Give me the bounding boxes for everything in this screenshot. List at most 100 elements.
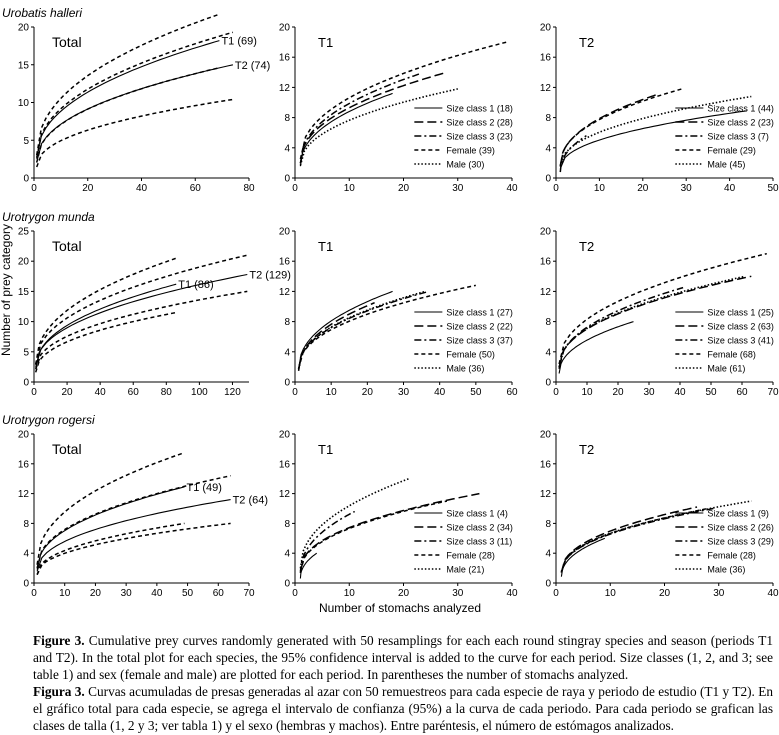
y-tick-label: 15 xyxy=(18,287,30,298)
x-axis-label: Number of stomachs analyzed xyxy=(319,601,481,615)
y-tick-label: 5 xyxy=(23,136,29,147)
x-tick-label: 50 xyxy=(705,387,717,398)
y-tick-label: 15 xyxy=(18,60,30,71)
panel-title: T1 xyxy=(318,442,333,457)
series-line xyxy=(34,254,248,365)
series-line xyxy=(560,500,752,572)
legend-entry: Male (36) xyxy=(707,565,745,575)
series-line xyxy=(299,73,421,164)
legend-entry: Size class 3 (29) xyxy=(707,537,774,547)
y-tick-label: 16 xyxy=(540,257,552,268)
x-tick-label: 40 xyxy=(767,588,779,599)
series-line xyxy=(299,71,448,164)
legend-entry: Female (29) xyxy=(707,146,756,156)
x-tick-label: 120 xyxy=(224,387,241,398)
x-tick-label: 30 xyxy=(643,387,655,398)
caption-spanish: Figura 3. Curvas acumuladas de presas ge… xyxy=(33,683,773,734)
y-tick-label: 20 xyxy=(540,227,552,238)
legend-entry: Size class 1 (27) xyxy=(446,308,513,318)
y-tick-label: 12 xyxy=(279,489,291,500)
y-tick-label: 25 xyxy=(18,227,30,238)
y-tick-label: 16 xyxy=(540,53,552,64)
y-tick-label: 16 xyxy=(279,459,291,470)
x-tick-label: 20 xyxy=(82,183,94,194)
curve-label: T2 (64) xyxy=(233,495,268,507)
species-name: Urobatis halleri xyxy=(2,6,82,20)
x-tick-label: 40 xyxy=(724,183,736,194)
y-tick-label: 0 xyxy=(284,378,290,389)
y-tick-label: 12 xyxy=(18,489,30,500)
y-tick-label: 0 xyxy=(284,174,290,185)
panel-title: T2 xyxy=(579,442,594,457)
x-tick-label: 0 xyxy=(553,387,559,398)
y-tick-label: 12 xyxy=(279,287,291,298)
series-line xyxy=(35,273,248,368)
x-tick-label: 0 xyxy=(553,588,559,599)
curve-label: T1 (49) xyxy=(187,482,222,494)
x-tick-label: 60 xyxy=(213,588,225,599)
series-line xyxy=(36,486,185,570)
legend-entry: Male (36) xyxy=(446,364,484,374)
series-line xyxy=(36,451,185,565)
curve-label: T2 (74) xyxy=(235,60,270,72)
legend-entry: Size class 1 (44) xyxy=(707,104,774,114)
legend-entry: Size class 3 (37) xyxy=(446,336,513,346)
x-tick-label: 20 xyxy=(637,183,649,194)
x-tick-label: 70 xyxy=(243,588,255,599)
series-line xyxy=(35,283,177,369)
x-tick-label: 0 xyxy=(31,183,37,194)
y-tick-label: 4 xyxy=(545,347,551,358)
panel-title: Total xyxy=(52,441,82,457)
y-tick-label: 10 xyxy=(18,317,30,328)
curve-label: T2 (129) xyxy=(249,269,291,281)
series-line xyxy=(35,67,220,163)
x-tick-label: 50 xyxy=(470,387,482,398)
x-tick-label: 70 xyxy=(767,387,779,398)
x-tick-label: 10 xyxy=(326,387,338,398)
legend-entry: Female (50) xyxy=(446,350,495,360)
x-tick-label: 10 xyxy=(59,588,71,599)
legend-entry: Size class 3 (11) xyxy=(446,537,512,547)
y-tick-label: 8 xyxy=(545,317,551,328)
y-tick-label: 8 xyxy=(545,113,551,124)
panel-title: Total xyxy=(52,34,82,50)
legend-entry: Female (68) xyxy=(707,350,756,360)
y-tick-label: 8 xyxy=(23,519,29,530)
y-tick-label: 16 xyxy=(279,53,291,64)
legend-entry: Size class 1 (4) xyxy=(446,509,508,519)
y-tick-label: 16 xyxy=(540,459,552,470)
x-tick-label: 80 xyxy=(161,387,173,398)
series-line xyxy=(558,286,684,369)
series-line xyxy=(298,290,393,370)
y-tick-label: 8 xyxy=(284,519,290,530)
series-line xyxy=(297,290,426,370)
panel-title: Total xyxy=(52,238,82,254)
x-tick-label: 20 xyxy=(62,387,74,398)
x-tick-label: 20 xyxy=(398,588,410,599)
x-tick-label: 40 xyxy=(95,387,107,398)
x-tick-label: 50 xyxy=(767,183,779,194)
y-tick-label: 4 xyxy=(284,347,290,358)
series-line xyxy=(35,13,220,156)
series-line xyxy=(297,284,476,369)
y-tick-label: 20 xyxy=(540,430,552,441)
y-tick-label: 5 xyxy=(23,347,29,358)
chart-panel-7: 0 4 8 12 16 20 0 10 20 30 40 50 60 70 Urotrygon rogers… xyxy=(2,413,268,599)
series-line xyxy=(559,88,683,166)
x-tick-label: 20 xyxy=(612,387,624,398)
x-tick-label: 40 xyxy=(136,183,148,194)
series-line xyxy=(299,477,410,569)
y-tick-label: 4 xyxy=(545,143,551,154)
series-line xyxy=(560,537,605,577)
x-tick-label: 30 xyxy=(713,588,725,599)
legend-entry: Size class 1 (25) xyxy=(707,308,774,318)
series-line xyxy=(36,474,231,569)
x-tick-label: 20 xyxy=(398,183,410,194)
legend-entry: Female (39) xyxy=(446,146,495,156)
legend-entry: Male (45) xyxy=(707,160,745,170)
x-tick-label: 60 xyxy=(190,183,202,194)
y-tick-label: 16 xyxy=(18,459,30,470)
chart-panel-9: 0 4 8 12 16 20 0 10 20 30 40 T2 Size class 1 (9) Size… xyxy=(540,430,779,600)
x-tick-label: 40 xyxy=(506,588,518,599)
